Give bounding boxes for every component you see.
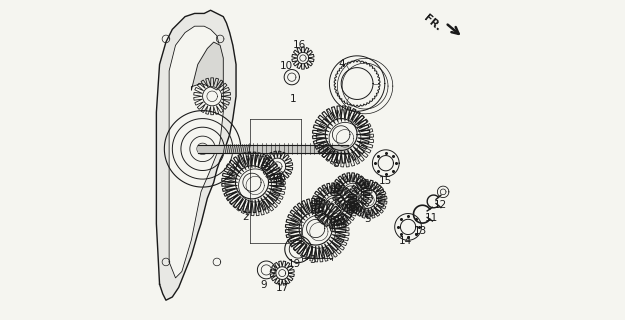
Polygon shape [198, 145, 348, 153]
Text: 15: 15 [379, 176, 392, 186]
Text: 18: 18 [272, 179, 286, 189]
Text: 1: 1 [290, 94, 297, 104]
Text: 11: 11 [425, 213, 438, 223]
Text: 8: 8 [332, 159, 339, 169]
Text: 14: 14 [399, 236, 412, 246]
Text: 7: 7 [348, 209, 354, 219]
Text: 19: 19 [288, 259, 301, 268]
Text: 2: 2 [242, 212, 249, 222]
Polygon shape [191, 42, 223, 90]
Text: 17: 17 [276, 283, 289, 293]
Polygon shape [156, 10, 236, 300]
Text: 4: 4 [339, 60, 346, 69]
Text: FR.: FR. [421, 13, 442, 33]
Text: 13: 13 [414, 226, 427, 236]
Text: 3: 3 [309, 255, 316, 265]
Text: 6: 6 [328, 223, 335, 234]
Polygon shape [169, 26, 223, 278]
Text: 10: 10 [280, 61, 293, 71]
Text: 12: 12 [434, 200, 447, 210]
Text: 16: 16 [292, 40, 306, 50]
Text: 9: 9 [261, 280, 268, 290]
Text: 5: 5 [364, 214, 371, 224]
